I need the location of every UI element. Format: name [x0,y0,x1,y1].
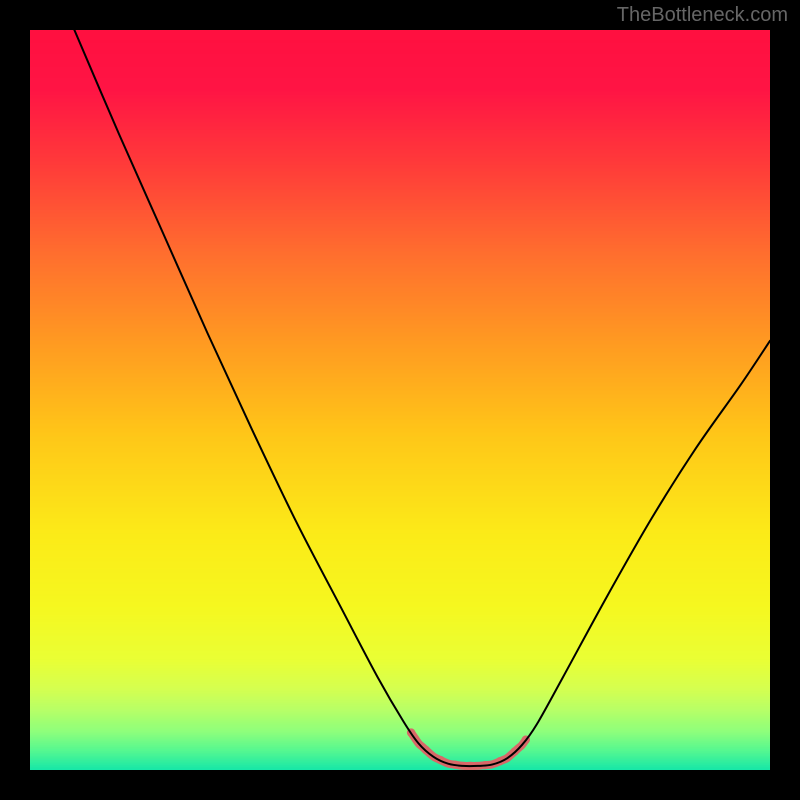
chart-frame: TheBottleneck.com [0,0,800,800]
bottleneck-curve [30,30,770,770]
plot-area [30,30,770,770]
main-curve [74,30,770,766]
watermark-text: TheBottleneck.com [617,4,788,27]
